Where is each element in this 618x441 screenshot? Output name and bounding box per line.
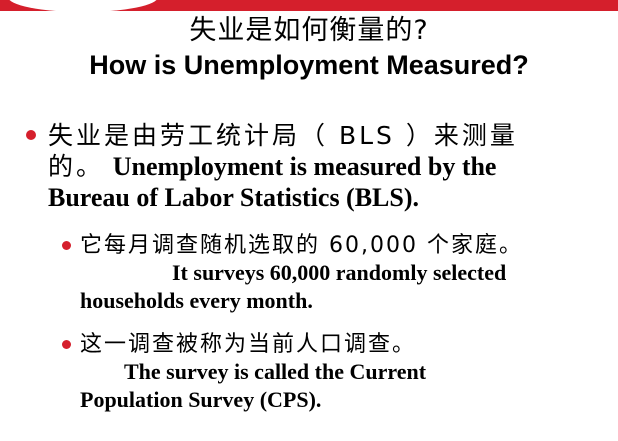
bullet-dot bbox=[62, 241, 71, 250]
bullet1-chinese-line2: 的。 bbox=[48, 152, 105, 181]
title-english: How is Unemployment Measured? bbox=[89, 50, 529, 80]
title-chinese: 失业是如何衡量的? bbox=[189, 15, 429, 46]
bullet1-english-part2: Bureau of Labor Statistics (BLS). bbox=[48, 183, 420, 212]
bullet-item-2: 它每月调查随机选取的 60,000 个家庭。 It surveys 60,000… bbox=[62, 232, 610, 315]
bullet1-chinese-line1: 失业是由劳工统计局（ BLS ）来测量 bbox=[48, 121, 518, 150]
bullet-item-3: 这一调查被称为当前人口调查。 The survey is called the … bbox=[62, 331, 610, 414]
bullet-dot bbox=[26, 130, 36, 140]
bullet2-english-line2: households every month. bbox=[80, 288, 313, 313]
top-accent-band bbox=[0, 0, 618, 11]
bullet3-english-line1: The survey is called the Current bbox=[124, 359, 427, 384]
slide-title: 失业是如何衡量的? How is Unemployment Measured? bbox=[0, 13, 618, 82]
bullet2-english-line1: It surveys 60,000 randomly selected bbox=[172, 260, 507, 285]
top-decorative-arc bbox=[8, 0, 158, 12]
bullet-dot bbox=[62, 340, 71, 349]
bullet-item-1: 失业是由劳工统计局（ BLS ）来测量 的。 Unemployment is m… bbox=[26, 120, 608, 213]
bullet3-chinese: 这一调查被称为当前人口调查。 bbox=[80, 332, 417, 357]
bullet2-chinese: 它每月调查随机选取的 60,000 个家庭。 bbox=[80, 233, 523, 258]
bullet1-english-part1: Unemployment is measured by the bbox=[112, 152, 497, 181]
bullet3-english-line2: Population Survey (CPS). bbox=[80, 387, 322, 412]
